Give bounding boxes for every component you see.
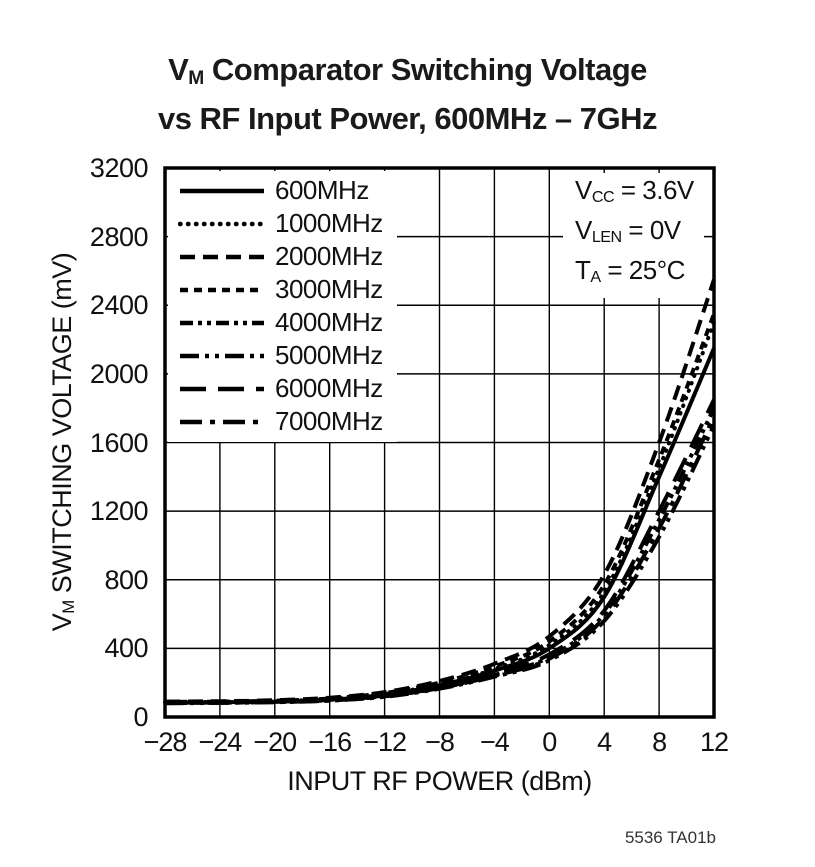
legend-line-sample-6000MHz xyxy=(180,386,264,391)
ylabel-v-subscript: M xyxy=(59,600,79,614)
y-tick-800: 800 xyxy=(104,564,148,595)
ta-value: = 25°C xyxy=(600,255,685,286)
chart-title-line1: VM Comparator Switching Voltage xyxy=(0,50,815,99)
y-tick-3200: 3200 xyxy=(89,153,149,183)
chart-title: VM Comparator Switching Voltage vs RF In… xyxy=(0,50,815,139)
legend-item-1000MHz: 1000MHz xyxy=(178,207,383,240)
vcc-value: = 3.6V xyxy=(614,175,694,205)
x-tick-0: 0 xyxy=(542,727,557,757)
legend-label-1000MHz: 1000MHz xyxy=(275,208,383,238)
curve-6000MHz xyxy=(164,398,716,705)
chart-legend: 600MHz 1000MHz 2000MHz 3000MHz 4000MHz 5000MH… xyxy=(168,171,397,442)
test-conditions-box: VCC = 3.6V VLEN = 0V TA = 25°C xyxy=(563,173,704,298)
legend-item-7000MHz: 7000MHz xyxy=(178,405,383,438)
legend-label-4000MHz: 4000MHz xyxy=(275,307,383,337)
ta-subscript: A xyxy=(590,268,601,287)
title-v-subscript: M xyxy=(188,68,204,90)
x-tick-−8: −8 xyxy=(425,727,455,757)
legend-label-5000MHz: 5000MHz xyxy=(275,340,383,370)
legend-label-3000MHz: 3000MHz xyxy=(275,274,383,304)
chart-title-line2: vs RF Input Power, 600MHz – 7GHz xyxy=(157,101,658,137)
legend-line-sample-1000MHz xyxy=(178,221,266,226)
x-tick-−16: −16 xyxy=(308,727,352,757)
legend-line-sample-3000MHz xyxy=(180,287,264,292)
legend-item-3000MHz: 3000MHz xyxy=(178,273,383,306)
y-tick-1200: 1200 xyxy=(89,496,149,527)
x-tick-−24: −24 xyxy=(198,727,242,757)
y-tick-1600: 1600 xyxy=(89,427,149,458)
y-tick-2000: 2000 xyxy=(89,358,149,389)
vcc-subscript: CC xyxy=(591,188,615,207)
legend-label-6000MHz: 6000MHz xyxy=(275,373,383,403)
legend-line-sample-5000MHz xyxy=(180,353,264,358)
x-tick-−28: −28 xyxy=(143,727,188,757)
test-condition-ta: TA = 25°C xyxy=(575,254,694,294)
legend-line-sample-7000MHz xyxy=(180,419,264,424)
legend-line-sample-2000MHz xyxy=(180,254,264,259)
x-tick-4: 4 xyxy=(597,727,612,757)
y-tick-0: 0 xyxy=(133,702,148,732)
legend-line-sample-600MHz xyxy=(180,188,264,193)
ylabel-text: SWITCHING VOLTAGE (mV) xyxy=(46,252,77,601)
vlen-subscript: LEN xyxy=(591,228,622,247)
legend-item-4000MHz: 4000MHz xyxy=(178,306,383,339)
ta-symbol: T xyxy=(575,255,591,286)
test-condition-vcc: VCC = 3.6V xyxy=(575,174,694,214)
x-tick-−12: −12 xyxy=(363,727,407,757)
legend-item-2000MHz: 2000MHz xyxy=(178,240,383,273)
plot-frame xyxy=(163,166,716,719)
legend-item-6000MHz: 6000MHz xyxy=(178,372,383,405)
vlen-symbol: V xyxy=(575,215,592,246)
legend-item-600MHz: 600MHz xyxy=(178,174,383,207)
curve-2000MHz xyxy=(164,278,716,704)
y-tick-2400: 2400 xyxy=(89,290,149,321)
y-axis-title: VM SWITCHING VOLTAGE (mV) xyxy=(47,253,79,631)
legend-label-7000MHz: 7000MHz xyxy=(275,406,383,436)
figure-reference: 5536 TA01b xyxy=(624,828,716,847)
ylabel-v: V xyxy=(46,613,77,632)
y-tick-2800: 2800 xyxy=(89,221,149,252)
x-axis-title: INPUT RF POWER (dBm) xyxy=(287,766,592,796)
x-tick-8: 8 xyxy=(652,727,667,757)
x-tick-−20: −20 xyxy=(253,727,297,757)
x-tick-−4: −4 xyxy=(479,727,510,757)
title-v: V xyxy=(168,52,189,87)
vcc-symbol: V xyxy=(575,175,592,205)
legend-line-sample-4000MHz xyxy=(180,320,264,325)
curve-7000MHz xyxy=(164,415,716,706)
x-tick-12: 12 xyxy=(699,727,729,757)
title-line1-text: Comparator Switching Voltage xyxy=(203,52,647,87)
vlen-value: = 0V xyxy=(621,215,681,246)
test-condition-vlen: VLEN = 0V xyxy=(575,214,694,254)
legend-label-600MHz: 600MHz xyxy=(275,175,369,205)
y-tick-400: 400 xyxy=(104,633,148,664)
legend-label-2000MHz: 2000MHz xyxy=(275,241,383,271)
legend-item-5000MHz: 5000MHz xyxy=(178,339,383,372)
